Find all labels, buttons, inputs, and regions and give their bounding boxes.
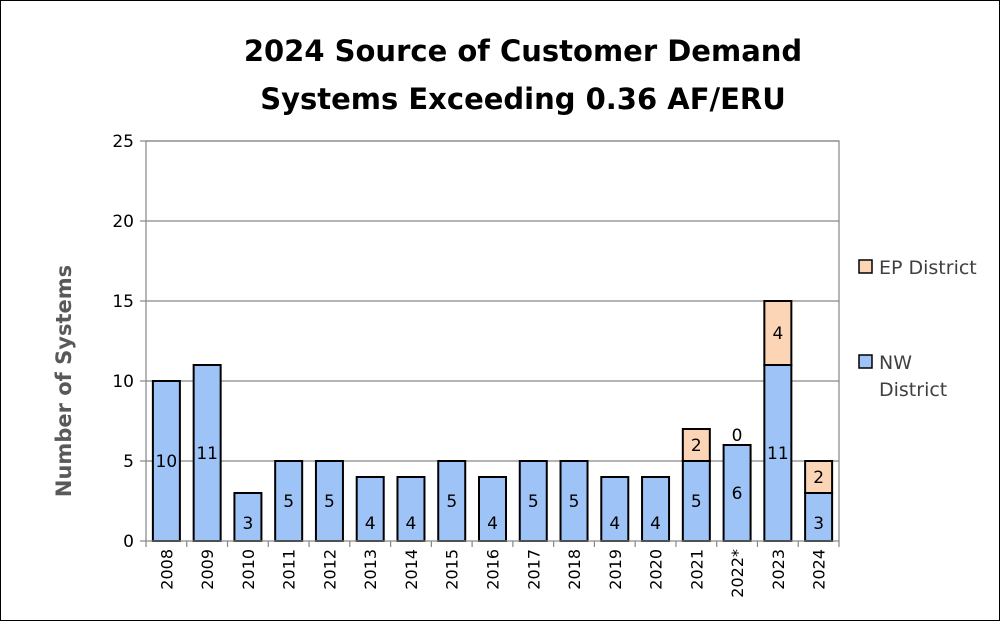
data-label-nw: 6 <box>732 484 743 504</box>
bar-nw-district <box>274 460 304 542</box>
x-tick-label: 2013 <box>361 549 380 590</box>
data-label-nw: 5 <box>324 492 335 512</box>
bar-nw-district <box>763 364 793 542</box>
plot-border <box>145 140 840 542</box>
x-tick-label: 2008 <box>157 549 176 590</box>
x-tick-label: 2018 <box>565 549 584 590</box>
legend-label-nw-district: District <box>879 379 947 401</box>
data-label-nw: 4 <box>650 514 661 534</box>
y-axis-label: Number of Systems <box>52 265 76 497</box>
data-label-nw: 4 <box>487 514 498 534</box>
y-tick-label: 5 <box>123 452 134 472</box>
bar-ep-district <box>804 460 834 494</box>
bar-nw-district <box>233 492 263 542</box>
legend-swatch-nw-district <box>858 354 873 369</box>
x-tick-label: 2014 <box>402 549 421 590</box>
data-label-nw: 5 <box>569 492 580 512</box>
x-tick-label: 2024 <box>810 549 829 590</box>
data-label-nw: 3 <box>242 514 253 534</box>
bar-nw-district <box>314 460 344 542</box>
bar-nw-district <box>478 476 507 542</box>
data-label-nw: 4 <box>365 514 376 534</box>
legend-swatch-ep-district <box>858 259 873 274</box>
chart-subtitle: Systems Exceeding 0.36 AF/ERU <box>260 82 786 116</box>
y-tick-label: 15 <box>112 292 134 312</box>
data-label-nw: 11 <box>196 444 218 464</box>
bar-nw-district <box>151 380 181 542</box>
data-labels: 10 11 3 5 5 4 4 5 4 5 5 4 4 5 2 6 0 11 4 3 2 <box>156 324 824 534</box>
data-label-nw: 3 <box>813 514 824 534</box>
bar-nw-district <box>355 476 385 542</box>
x-tick-label: 2017 <box>524 549 543 590</box>
x-tick-label: 2010 <box>239 549 258 590</box>
chart-title: 2024 Source of Customer Demand <box>244 34 802 68</box>
data-label-nw: 5 <box>528 492 539 512</box>
bar-nw-district <box>722 444 752 542</box>
data-label-nw: 5 <box>283 492 294 512</box>
y-tick-label: 0 <box>123 532 134 552</box>
y-tick-label: 25 <box>112 132 134 152</box>
data-label-nw: 4 <box>406 514 417 534</box>
bar-nw-district <box>396 476 426 542</box>
data-label-ep: 2 <box>813 468 824 488</box>
x-tick-label: 2023 <box>769 549 788 590</box>
data-label-nw: 5 <box>691 492 702 512</box>
bar-nw-district <box>559 460 589 542</box>
bar-nw-district <box>518 460 548 542</box>
bar-nw-district <box>600 476 630 542</box>
bar-nw-district <box>437 460 467 542</box>
bar-nw-district <box>804 492 834 542</box>
y-tick-label: 20 <box>112 212 134 232</box>
legend-label-nw-district: NW <box>879 352 912 374</box>
data-label-ep: 4 <box>772 324 783 344</box>
data-label-ep: 2 <box>691 436 702 456</box>
x-tick-label: 2015 <box>443 549 462 590</box>
legend-label-ep-district: EP District <box>879 257 977 279</box>
x-tick-label: 2020 <box>647 549 666 590</box>
x-tick-label: 2011 <box>280 549 299 590</box>
x-tick-label: 2009 <box>198 549 217 590</box>
x-tick-label: 2012 <box>320 549 339 590</box>
y-tick-label: 10 <box>112 372 134 392</box>
gridlines <box>146 140 839 462</box>
bar-ep-district <box>681 428 711 462</box>
x-tick-label: 2022* <box>728 549 747 598</box>
data-label-nw: 4 <box>609 514 620 534</box>
data-label-nw: 11 <box>767 444 789 464</box>
x-tick-label: 2019 <box>606 549 625 590</box>
data-label-nw: 5 <box>446 492 457 512</box>
data-label-nw: 10 <box>156 452 178 472</box>
legend: EP District NW District <box>858 257 977 401</box>
x-tick-label: 2016 <box>484 549 503 590</box>
x-tick-label: 2021 <box>687 549 706 590</box>
bars <box>151 300 834 542</box>
bar-ep-district <box>763 300 793 366</box>
data-label-ep: 0 <box>732 426 743 446</box>
